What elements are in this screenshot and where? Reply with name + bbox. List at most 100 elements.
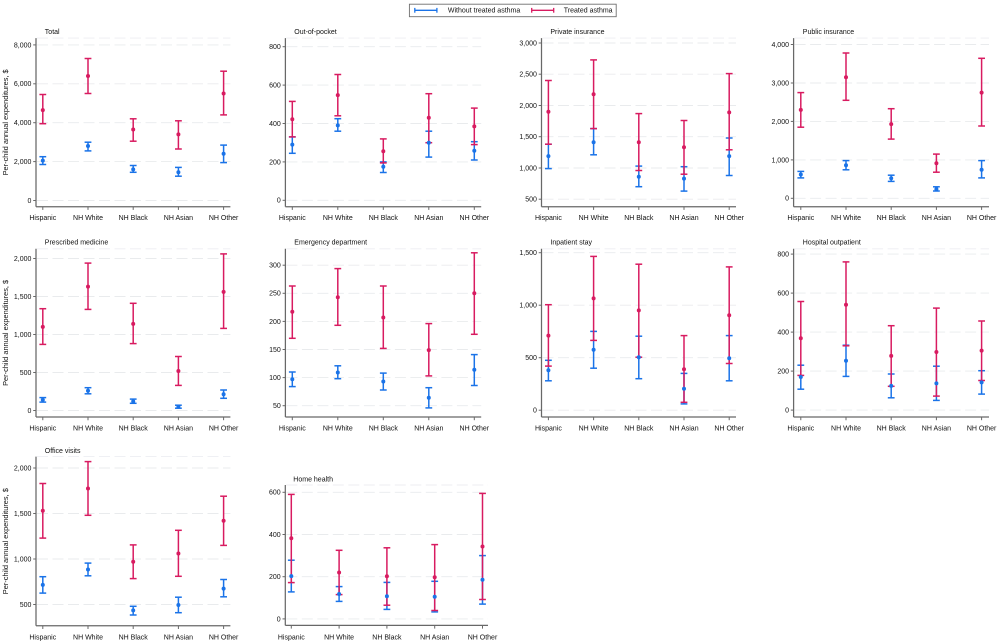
svg-text:0: 0 [533,408,537,415]
svg-text:NH Asian: NH Asian [420,634,449,641]
svg-text:4,000: 4,000 [14,120,32,127]
svg-text:Out-of-pocket: Out-of-pocket [294,29,336,36]
svg-text:600: 600 [777,291,789,298]
svg-text:500: 500 [525,197,537,204]
svg-text:250: 250 [269,291,281,298]
svg-text:600: 600 [269,83,281,90]
svg-text:Hospital outpatient: Hospital outpatient [803,239,861,246]
svg-text:NH White: NH White [323,426,353,433]
svg-text:NH White: NH White [73,426,103,433]
svg-text:800: 800 [269,44,281,51]
svg-text:NH Other: NH Other [967,215,997,222]
svg-text:200: 200 [269,159,281,166]
svg-text:Office visits: Office visits [45,448,81,455]
svg-text:6,000: 6,000 [14,81,32,88]
svg-text:NH Asian: NH Asian [922,215,951,222]
svg-text:400: 400 [777,330,789,337]
svg-text:8,000: 8,000 [14,42,32,49]
svg-text:Per-child annual expenditures,: Per-child annual expenditures, $ [1,280,10,386]
svg-text:NH Other: NH Other [468,634,498,641]
svg-text:NH Asian: NH Asian [164,426,193,433]
svg-text:NH Asian: NH Asian [922,426,951,433]
svg-text:150: 150 [269,347,281,354]
svg-text:1,000: 1,000 [519,165,537,172]
svg-text:2,500: 2,500 [519,72,537,79]
svg-text:200: 200 [269,574,281,581]
svg-text:Private insurance: Private insurance [550,29,604,36]
svg-text:2,000: 2,000 [14,159,32,166]
svg-text:1,500: 1,500 [519,134,537,141]
svg-text:1,500: 1,500 [14,294,32,301]
svg-text:400: 400 [269,121,281,128]
svg-text:Hispanic: Hispanic [29,634,56,641]
svg-text:100: 100 [269,375,281,382]
svg-text:2,000: 2,000 [14,465,32,472]
svg-text:NH Black: NH Black [372,634,402,641]
svg-text:NH Other: NH Other [714,426,744,433]
svg-text:NH Asian: NH Asian [164,634,193,641]
svg-text:NH Other: NH Other [209,215,239,222]
svg-text:NH White: NH White [831,426,861,433]
svg-text:50: 50 [273,403,281,410]
svg-text:800: 800 [777,252,789,259]
svg-text:NH Black: NH Black [369,215,399,222]
svg-text:1,000: 1,000 [14,556,32,563]
svg-text:0: 0 [27,198,31,205]
svg-text:NH Asian: NH Asian [164,215,193,222]
svg-text:Treated asthma: Treated asthma [564,8,613,15]
svg-text:NH Black: NH Black [369,426,399,433]
svg-text:2,000: 2,000 [771,119,789,126]
svg-text:1,000: 1,000 [519,303,537,310]
svg-text:Hispanic: Hispanic [278,634,305,641]
svg-text:1,000: 1,000 [771,157,789,164]
svg-text:NH White: NH White [831,215,861,222]
svg-text:Hispanic: Hispanic [535,426,562,433]
svg-text:Inpatient stay: Inpatient stay [550,239,592,246]
svg-text:NH Black: NH Black [877,215,907,222]
svg-text:NH Black: NH Black [624,426,654,433]
svg-text:3,000: 3,000 [519,40,537,47]
svg-text:500: 500 [20,602,32,609]
svg-text:500: 500 [525,355,537,362]
svg-text:3,000: 3,000 [771,80,789,87]
svg-text:4,000: 4,000 [771,42,789,49]
svg-text:Hispanic: Hispanic [787,215,814,222]
svg-text:NH Black: NH Black [624,215,654,222]
svg-text:0: 0 [277,198,281,205]
svg-text:Without treated asthma: Without treated asthma [448,8,520,15]
svg-text:0: 0 [785,196,789,203]
svg-text:NH Black: NH Black [877,426,907,433]
svg-text:200: 200 [777,369,789,376]
svg-text:NH Other: NH Other [460,426,490,433]
svg-text:Home health: Home health [293,477,333,484]
svg-text:Hispanic: Hispanic [535,215,562,222]
svg-text:Hispanic: Hispanic [279,215,306,222]
svg-text:NH Other: NH Other [714,215,744,222]
svg-text:Hispanic: Hispanic [29,426,56,433]
svg-text:NH White: NH White [323,215,353,222]
svg-text:1,500: 1,500 [519,250,537,257]
svg-text:Per-child annual expenditures,: Per-child annual expenditures, $ [1,69,10,175]
svg-text:1,500: 1,500 [14,511,32,518]
svg-text:Public insurance: Public insurance [803,29,854,36]
svg-text:Hispanic: Hispanic [279,426,306,433]
svg-text:Emergency department: Emergency department [294,239,367,246]
svg-text:300: 300 [269,263,281,270]
svg-text:2,000: 2,000 [14,256,32,263]
svg-text:200: 200 [269,319,281,326]
svg-text:Hispanic: Hispanic [787,426,814,433]
svg-text:NH White: NH White [579,215,609,222]
svg-text:Per-child annual expenditures,: Per-child annual expenditures, $ [1,488,10,594]
svg-text:NH Black: NH Black [119,426,149,433]
svg-text:NH Asian: NH Asian [669,426,698,433]
svg-text:NH White: NH White [73,215,103,222]
svg-text:Prescribed medicine: Prescribed medicine [45,239,109,246]
svg-text:NH White: NH White [324,634,354,641]
svg-text:NH Other: NH Other [967,426,997,433]
svg-text:NH White: NH White [579,426,609,433]
svg-text:Total: Total [45,29,60,36]
svg-text:0: 0 [277,616,281,623]
svg-text:NH Black: NH Black [119,634,149,641]
svg-text:600: 600 [269,490,281,497]
svg-text:Hispanic: Hispanic [29,215,56,222]
